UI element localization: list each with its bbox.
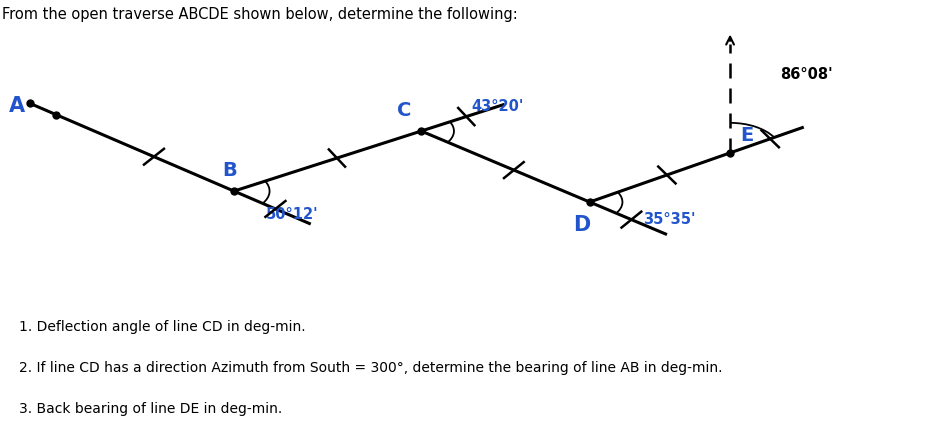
Text: 35°35': 35°35'	[643, 212, 695, 227]
Text: A: A	[8, 97, 25, 116]
Text: B: B	[222, 161, 237, 180]
Text: From the open traverse ABCDE shown below, determine the following:: From the open traverse ABCDE shown below…	[2, 6, 518, 21]
Text: 3. Back bearing of line DE in deg-min.: 3. Back bearing of line DE in deg-min.	[19, 402, 282, 416]
Text: C: C	[397, 101, 412, 120]
Text: E: E	[740, 126, 753, 145]
Text: 50°12': 50°12'	[266, 206, 318, 221]
Text: D: D	[574, 215, 591, 235]
Text: 86°08': 86°08'	[781, 67, 833, 82]
Text: 1. Deflection angle of line CD in deg-min.: 1. Deflection angle of line CD in deg-mi…	[19, 320, 305, 333]
Text: 43°20': 43°20'	[472, 99, 524, 114]
Text: 2. If line CD has a direction Azimuth from South = 300°, determine the bearing o: 2. If line CD has a direction Azimuth fr…	[19, 360, 722, 375]
